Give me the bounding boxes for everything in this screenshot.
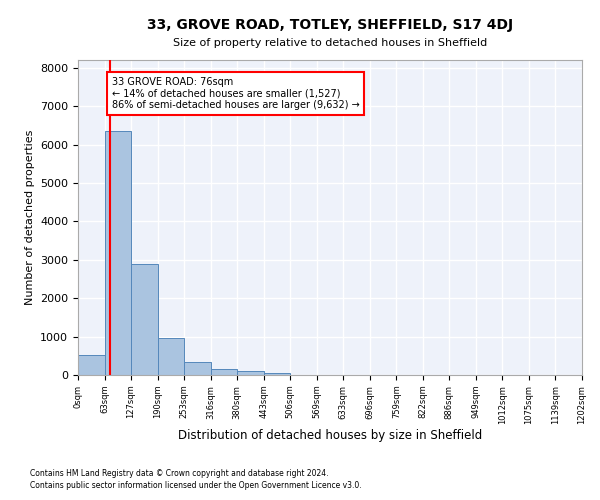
Bar	[131, 264, 158, 375]
Text: 33 GROVE ROAD: 76sqm
← 14% of detached houses are smaller (1,527)
86% of semi-de: 33 GROVE ROAD: 76sqm ← 14% of detached h…	[112, 78, 359, 110]
Bar	[158, 338, 184, 375]
Bar	[237, 371, 263, 375]
Text: Size of property relative to detached houses in Sheffield: Size of property relative to detached ho…	[173, 38, 487, 48]
X-axis label: Distribution of detached houses by size in Sheffield: Distribution of detached houses by size …	[178, 430, 482, 442]
Bar	[78, 355, 104, 375]
Bar	[104, 131, 131, 375]
Bar	[184, 362, 211, 375]
Bar	[211, 369, 237, 375]
Text: Contains public sector information licensed under the Open Government Licence v3: Contains public sector information licen…	[30, 481, 362, 490]
Bar	[263, 372, 290, 375]
Text: 33, GROVE ROAD, TOTLEY, SHEFFIELD, S17 4DJ: 33, GROVE ROAD, TOTLEY, SHEFFIELD, S17 4…	[147, 18, 513, 32]
Text: Contains HM Land Registry data © Crown copyright and database right 2024.: Contains HM Land Registry data © Crown c…	[30, 468, 329, 477]
Y-axis label: Number of detached properties: Number of detached properties	[25, 130, 35, 305]
